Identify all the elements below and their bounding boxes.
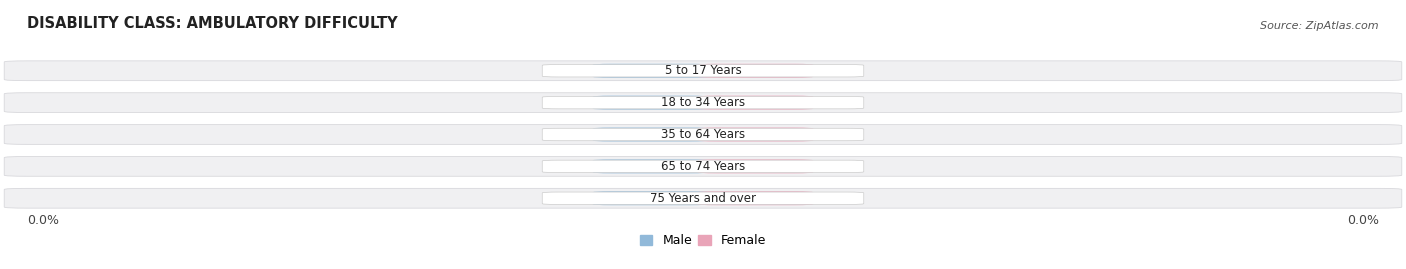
FancyBboxPatch shape xyxy=(4,125,1402,144)
Text: 0.0%: 0.0% xyxy=(636,161,666,171)
Text: 0.0%: 0.0% xyxy=(1347,214,1379,227)
Text: 65 to 74 Years: 65 to 74 Years xyxy=(661,160,745,173)
Text: 75 Years and over: 75 Years and over xyxy=(650,192,756,205)
FancyBboxPatch shape xyxy=(543,192,863,204)
FancyBboxPatch shape xyxy=(593,160,709,173)
Text: DISABILITY CLASS: AMBULATORY DIFFICULTY: DISABILITY CLASS: AMBULATORY DIFFICULTY xyxy=(27,16,398,31)
Text: 0.0%: 0.0% xyxy=(27,214,59,227)
Text: 5 to 17 Years: 5 to 17 Years xyxy=(665,64,741,77)
FancyBboxPatch shape xyxy=(543,96,863,109)
FancyBboxPatch shape xyxy=(4,188,1402,208)
Text: 0.0%: 0.0% xyxy=(740,193,770,203)
Text: 0.0%: 0.0% xyxy=(740,129,770,140)
Text: 35 to 64 Years: 35 to 64 Years xyxy=(661,128,745,141)
Text: 0.0%: 0.0% xyxy=(636,193,666,203)
FancyBboxPatch shape xyxy=(593,191,709,205)
Legend: Male, Female: Male, Female xyxy=(636,229,770,252)
FancyBboxPatch shape xyxy=(697,64,813,78)
FancyBboxPatch shape xyxy=(4,93,1402,112)
FancyBboxPatch shape xyxy=(697,128,813,141)
Text: 0.0%: 0.0% xyxy=(636,66,666,76)
Text: 0.0%: 0.0% xyxy=(636,98,666,108)
FancyBboxPatch shape xyxy=(697,191,813,205)
FancyBboxPatch shape xyxy=(697,96,813,109)
Text: 18 to 34 Years: 18 to 34 Years xyxy=(661,96,745,109)
Text: 0.0%: 0.0% xyxy=(740,98,770,108)
Text: 0.0%: 0.0% xyxy=(636,129,666,140)
FancyBboxPatch shape xyxy=(593,128,709,141)
FancyBboxPatch shape xyxy=(593,96,709,109)
Text: 0.0%: 0.0% xyxy=(740,66,770,76)
Text: 0.0%: 0.0% xyxy=(740,161,770,171)
FancyBboxPatch shape xyxy=(543,128,863,141)
FancyBboxPatch shape xyxy=(697,160,813,173)
FancyBboxPatch shape xyxy=(593,64,709,78)
FancyBboxPatch shape xyxy=(543,160,863,173)
FancyBboxPatch shape xyxy=(543,65,863,77)
FancyBboxPatch shape xyxy=(4,157,1402,176)
Text: Source: ZipAtlas.com: Source: ZipAtlas.com xyxy=(1260,21,1379,31)
FancyBboxPatch shape xyxy=(4,61,1402,81)
